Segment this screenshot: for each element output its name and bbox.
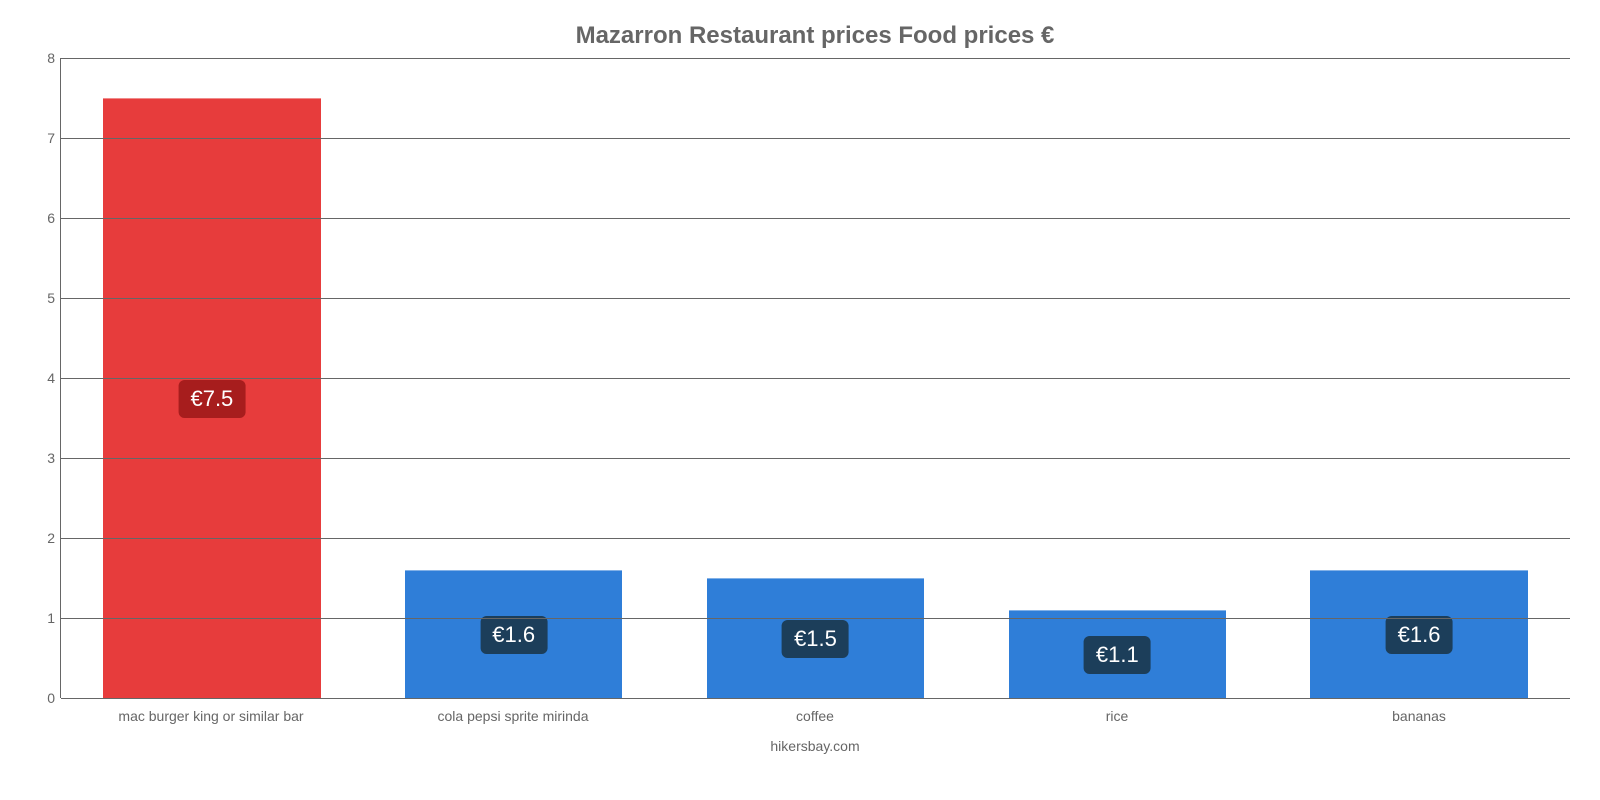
chart-title: Mazarron Restaurant prices Food prices € <box>60 22 1570 50</box>
bar-value-label: €1.5 <box>782 620 849 658</box>
x-axis-labels: mac burger king or similar barcola pepsi… <box>60 708 1570 724</box>
bar: €1.5 <box>707 578 924 698</box>
ytick-label: 6 <box>31 210 55 226</box>
ytick-label: 3 <box>31 450 55 466</box>
ytick-label: 8 <box>31 50 55 66</box>
bar: €1.6 <box>1310 570 1527 698</box>
gridline <box>61 538 1570 539</box>
gridline <box>61 698 1570 699</box>
xtick-label: mac burger king or similar bar <box>60 708 362 724</box>
ytick-label: 0 <box>31 690 55 706</box>
xtick-label: coffee <box>664 708 966 724</box>
ytick-label: 7 <box>31 130 55 146</box>
bar: €1.6 <box>405 570 622 698</box>
bar-value-label: €1.6 <box>1386 616 1453 654</box>
gridline <box>61 298 1570 299</box>
gridline <box>61 618 1570 619</box>
bar-value-label: €1.1 <box>1084 636 1151 674</box>
gridline <box>61 458 1570 459</box>
gridline <box>61 58 1570 59</box>
chart-credit: hikersbay.com <box>60 738 1570 754</box>
bar-value-label: €7.5 <box>178 380 245 418</box>
bar: €7.5 <box>103 98 320 698</box>
ytick-label: 4 <box>31 370 55 386</box>
plot-area: €7.5€1.6€1.5€1.1€1.6 012345678 <box>60 58 1570 698</box>
xtick-label: bananas <box>1268 708 1570 724</box>
gridline <box>61 138 1570 139</box>
xtick-label: cola pepsi sprite mirinda <box>362 708 664 724</box>
bar-chart: Mazarron Restaurant prices Food prices €… <box>0 0 1600 800</box>
ytick-label: 2 <box>31 530 55 546</box>
gridline <box>61 378 1570 379</box>
gridline <box>61 218 1570 219</box>
bar: €1.1 <box>1009 610 1226 698</box>
ytick-label: 1 <box>31 610 55 626</box>
ytick-label: 5 <box>31 290 55 306</box>
bar-value-label: €1.6 <box>480 616 547 654</box>
xtick-label: rice <box>966 708 1268 724</box>
